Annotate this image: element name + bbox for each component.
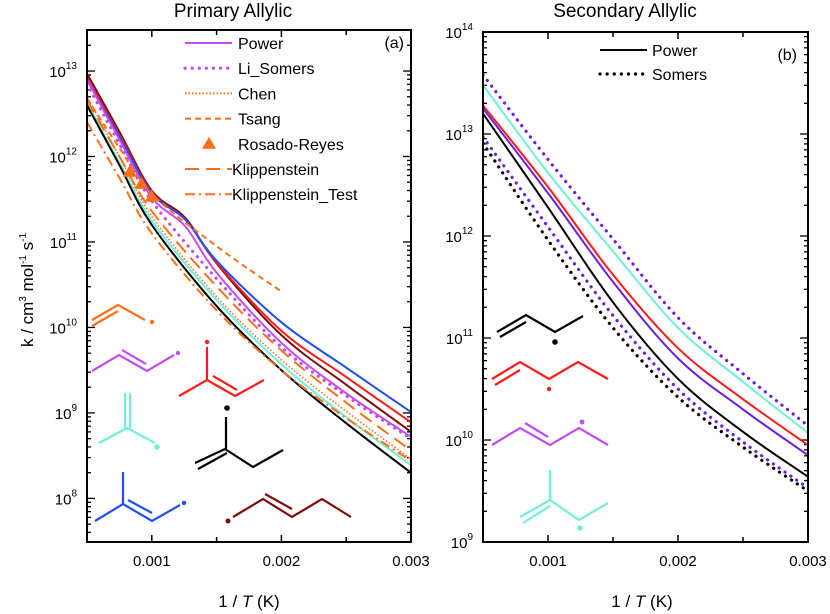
legend-label: Power — [238, 36, 284, 53]
panel-b-ticks: 0.001 0.002 0.003 109 1010 1011 1012 1013 1014 — [445, 22, 827, 570]
panel-b-frame — [482, 31, 809, 543]
y-tick-label: 1011 — [50, 232, 78, 252]
molecule-black — [496, 313, 584, 345]
legend-label: Rosado-Reyes — [238, 137, 344, 154]
legend-label: Chen — [238, 86, 276, 103]
panel-b-legend: Power Somers — [598, 43, 707, 84]
series-somers-purple-upper — [483, 73, 808, 428]
legend-entry-tsang: Tsang — [185, 112, 281, 129]
y-tick-label: 1010 — [445, 430, 473, 450]
panel-a-curves — [87, 73, 411, 474]
molecule-teal — [519, 470, 609, 531]
legend-entry-rosado-reyes: Rosado-Reyes — [202, 136, 344, 154]
rosado-reyes-point — [122, 164, 137, 177]
series-power-teal — [483, 84, 808, 434]
y-tick-label: 1012 — [445, 226, 473, 246]
legend-label: Power — [652, 43, 698, 60]
y-tick-label: 1011 — [446, 328, 474, 348]
rosado-reyes-point — [144, 189, 159, 202]
molecule-purple — [91, 349, 181, 373]
series-somers-black — [483, 141, 808, 493]
panel-a-legend: Power Li_Somers Chen Tsang Rosado-Reyes Klipp… — [183, 36, 358, 204]
panel-a-molecules — [91, 303, 352, 524]
series-power-blue — [87, 79, 411, 413]
y-tick-label: 1012 — [49, 147, 77, 167]
panel-b-title: Secondary Allylic — [553, 1, 697, 22]
legend-label: Klippenstein_Test — [232, 187, 358, 204]
x-tick-label: 0.003 — [789, 553, 827, 570]
molecule-orange — [91, 303, 155, 327]
x-tick-label: 0.001 — [133, 553, 171, 570]
molecule-black — [194, 405, 284, 470]
legend-label: Somers — [652, 67, 707, 84]
series-li_somers — [87, 82, 411, 441]
panel-a-label: (a) — [384, 35, 404, 52]
panel-a: Primary Allylic 0.001 0.002 0.003 108 109 101… — [18, 1, 430, 611]
panel-a-ticks: 0.001 0.002 0.003 108 109 1010 1011 1012 1013 — [49, 29, 430, 570]
panel-a-frame — [86, 29, 412, 543]
legend-label: Li_Somers — [238, 61, 314, 78]
series-power-purple — [483, 107, 808, 457]
panel-b: Secondary Allylic 0.001 0.002 0.003 109 1010… — [445, 1, 827, 611]
molecule-purple — [491, 419, 609, 447]
legend-label: Tsang — [238, 112, 281, 129]
series-power-purple — [87, 79, 411, 438]
panel-a-x-axis-label: 1 / T (K) — [218, 592, 279, 611]
molecule-maroon — [225, 493, 352, 524]
legend-entry-li_somers: Li_Somers — [183, 61, 314, 78]
rosado-reyes-point — [134, 176, 149, 189]
x-tick-label: 0.002 — [659, 553, 697, 570]
y-tick-label: 1013 — [49, 61, 77, 81]
series-power-red — [483, 104, 808, 446]
y-tick-label: 1010 — [49, 317, 77, 337]
molecule-teal — [98, 393, 160, 450]
molecule-blue — [94, 472, 187, 523]
series-power-black — [87, 104, 411, 474]
legend-triangle-icon — [202, 136, 216, 149]
y-axis-label: k / cm3 mol-1 s-1 — [18, 233, 37, 348]
y-tick-label: 109 — [55, 403, 78, 423]
panel-b-x-axis-label: 1 / T (K) — [611, 592, 672, 611]
legend-entry-klippenstein_test: Klippenstein_Test — [185, 187, 358, 204]
legend-entry-power: Power — [600, 43, 698, 60]
series-chen — [87, 96, 411, 460]
legend-label: Klippenstein — [232, 162, 319, 179]
legend-entry-power: Power — [185, 36, 284, 53]
molecule-red — [178, 339, 265, 398]
series-tsang — [87, 97, 282, 293]
x-tick-label: 0.002 — [263, 553, 301, 570]
panel-a-title: Primary Allylic — [174, 1, 292, 22]
series-klippenstein_test — [87, 121, 411, 462]
series-power-teal — [87, 103, 411, 466]
series-somers-purple-lower — [483, 135, 808, 490]
legend-entry-somers: Somers — [598, 67, 707, 84]
y-tick-label: 1014 — [445, 22, 473, 42]
panel-b-molecules — [491, 313, 609, 531]
series-power-red — [87, 77, 411, 424]
y-tick-label: 1013 — [445, 124, 473, 144]
y-tick-label: 109 — [451, 532, 474, 552]
x-tick-label: 0.003 — [392, 553, 430, 570]
molecule-red — [491, 360, 609, 392]
x-tick-label: 0.001 — [529, 553, 567, 570]
panel-b-curves — [483, 73, 808, 493]
series-power-black — [483, 113, 808, 478]
legend-entry-chen: Chen — [185, 86, 276, 103]
panel-b-label: (b) — [777, 47, 797, 64]
series-klippenstein — [87, 99, 411, 452]
y-tick-label: 108 — [55, 488, 78, 508]
legend-entry-klippenstein: Klippenstein — [185, 162, 319, 179]
